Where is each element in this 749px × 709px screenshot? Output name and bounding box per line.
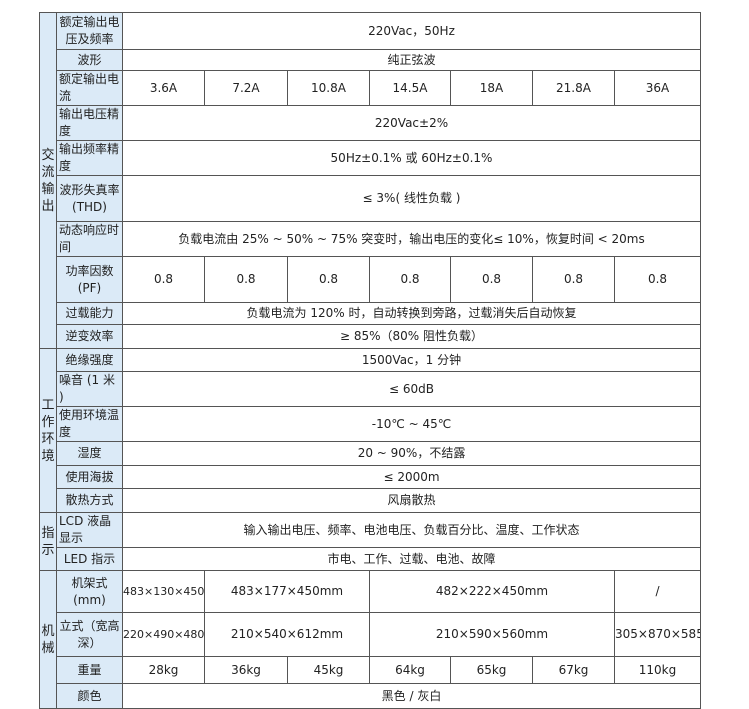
value-cell: 67kg — [532, 656, 615, 684]
table-row: 机械 机架式(mm) 483×130×450 483×177×450mm 482×222… — [39, 570, 702, 709]
value-cell: 0.8 — [613, 256, 702, 303]
value-cell: 10.8A — [287, 70, 370, 106]
value-cell: 0.8 — [450, 256, 533, 303]
table-row: 逆变效率 ≥ 85%（80% 阻性负载） — [40, 324, 702, 349]
row-label: 输出频率精度 — [56, 140, 123, 176]
table-row: 交流输出 额定输出电压及频率 220Vac，50Hz — [39, 12, 702, 349]
table-row: 立式（宽高深） 220×490×480 210×540×612mm 210×590×5… — [40, 612, 702, 657]
row-label: 输出电压精度 — [56, 105, 123, 141]
value-cell: 36A — [613, 70, 702, 106]
value-cell: 482×222×450mm — [369, 570, 615, 613]
table-row: LED 指示 市电、工作、过载、电池、故障 — [40, 547, 702, 571]
row-label: 散热方式 — [56, 488, 123, 513]
table-row: 额定输出电流 3.6A 7.2A 10.8A 14.5A 18A 21.8A 36A — [40, 70, 702, 106]
value-cell: 14.5A — [369, 70, 451, 106]
table-row: 噪音 (1 米 ) ≤ 60dB — [40, 371, 702, 407]
category-cell: 交流输出 — [39, 12, 57, 349]
value-cell: 7.2A — [204, 70, 288, 106]
value-cell: 3.6A — [122, 70, 205, 106]
row-label: 颜色 — [56, 683, 123, 709]
table-row: 动态响应时间 负载电流由 25% ~ 50% ~ 75% 突变时，输出电压的变化≤… — [40, 221, 702, 257]
value-cell: 1500Vac，1 分钟 — [121, 348, 702, 372]
row-label: 使用海拔 — [56, 465, 123, 489]
category-cell: 指示 — [39, 512, 57, 571]
row-label: 功率因数(PF) — [56, 256, 123, 303]
value-cell: 20 ~ 90%，不结露 — [121, 441, 702, 466]
row-label: 噪音 (1 米 ) — [56, 371, 123, 407]
value-cell: 483×130×450 — [122, 570, 205, 613]
row-label: 逆变效率 — [56, 324, 123, 349]
value-cell: 110kg — [613, 656, 702, 684]
row-label: 使用环境温度 — [56, 406, 123, 442]
table-row: 波形 纯正弦波 — [40, 49, 702, 71]
value-cell: 220Vac，50Hz — [121, 12, 702, 50]
value-cell: 0.8 — [369, 256, 451, 303]
value-cell: 220Vac±2% — [121, 105, 702, 141]
row-label: 重量 — [56, 656, 123, 684]
table-row: 颜色 黑色 / 灰白 — [40, 683, 702, 709]
value-cell: 18A — [450, 70, 533, 106]
value-cell: 输入输出电压、频率、电池电压、负载百分比、温度、工作状态 — [121, 512, 702, 548]
table-row: 过载能力 负载电流为 120% 时，自动转换到旁路，过载消失后自动恢复 — [40, 302, 702, 325]
value-cell: -10℃ ~ 45℃ — [121, 406, 702, 442]
table-row: 输出电压精度 220Vac±2% — [40, 105, 702, 141]
row-label: 过载能力 — [56, 302, 123, 325]
value-cell: 纯正弦波 — [121, 49, 702, 71]
value-cell: ≤ 60dB — [121, 371, 702, 407]
category-cell: 机械 — [39, 570, 57, 709]
table-row: 散热方式 风扇散热 — [40, 488, 702, 513]
value-cell: ≤ 3%( 线性负载 ) — [121, 175, 702, 222]
value-cell: 305×870×585 — [613, 612, 702, 657]
value-cell: 市电、工作、过载、电池、故障 — [121, 547, 702, 571]
row-label: 绝缘强度 — [56, 348, 123, 372]
table-row: 湿度 20 ~ 90%，不结露 — [40, 441, 702, 466]
value-cell: 45kg — [287, 656, 370, 684]
row-label: 机架式(mm) — [56, 570, 123, 613]
value-cell: 负载电流由 25% ~ 50% ~ 75% 突变时，输出电压的变化≤ 10%，恢… — [121, 221, 702, 257]
row-label: 额定输出电流 — [56, 70, 123, 106]
spec-table: 交流输出 额定输出电压及频率 220Vac，50Hz 波形 纯正弦波 额定输出电流 3.6A… — [39, 12, 702, 709]
value-cell: / — [613, 570, 702, 613]
value-cell: 210×590×560mm — [369, 612, 615, 657]
value-cell: 28kg — [122, 656, 205, 684]
table-row: 工作环境 绝缘强度 1500Vac，1 分钟 — [39, 348, 702, 513]
row-label: LED 指示 — [56, 547, 123, 571]
row-label: LCD 液晶显示 — [56, 512, 123, 548]
value-cell: 0.8 — [122, 256, 205, 303]
value-cell: 50Hz±0.1% 或 60Hz±0.1% — [121, 140, 702, 176]
table-row: 功率因数(PF) 0.8 0.8 0.8 0.8 0.8 0.8 0.8 — [40, 256, 702, 303]
row-label: 波形 — [56, 49, 123, 71]
row-label: 立式（宽高深） — [56, 612, 123, 657]
value-cell: ≤ 2000m — [121, 465, 702, 489]
value-cell: 210×540×612mm — [204, 612, 370, 657]
value-cell: 21.8A — [532, 70, 615, 106]
row-label: 额定输出电压及频率 — [56, 12, 123, 50]
value-cell: 0.8 — [532, 256, 615, 303]
table-row: 使用环境温度 -10℃ ~ 45℃ — [40, 406, 702, 442]
table-row: 重量 28kg 36kg 45kg 64kg 65kg 67kg 110kg — [40, 656, 702, 684]
value-cell: 483×177×450mm — [204, 570, 370, 613]
table-row: 波形失真率(THD) ≤ 3%( 线性负载 ) — [40, 175, 702, 222]
value-cell: 64kg — [369, 656, 451, 684]
value-cell: 220×490×480 — [122, 612, 205, 657]
table-row: 指示 LCD 液晶显示 输入输出电压、频率、电池电压、负载百分比、温度、工作状态 — [39, 512, 702, 571]
value-cell: 65kg — [450, 656, 533, 684]
value-cell: ≥ 85%（80% 阻性负载） — [121, 324, 702, 349]
row-label: 波形失真率(THD) — [56, 175, 123, 222]
row-label: 动态响应时间 — [56, 221, 123, 257]
value-cell: 36kg — [204, 656, 288, 684]
value-cell: 0.8 — [287, 256, 370, 303]
category-cell: 工作环境 — [39, 348, 57, 513]
table-row: 使用海拔 ≤ 2000m — [40, 465, 702, 489]
value-cell: 黑色 / 灰白 — [121, 683, 702, 709]
value-cell: 0.8 — [204, 256, 288, 303]
value-cell: 负载电流为 120% 时，自动转换到旁路，过载消失后自动恢复 — [121, 302, 702, 325]
table-row: 输出频率精度 50Hz±0.1% 或 60Hz±0.1% — [40, 140, 702, 176]
row-label: 湿度 — [56, 441, 123, 466]
value-cell: 风扇散热 — [121, 488, 702, 513]
